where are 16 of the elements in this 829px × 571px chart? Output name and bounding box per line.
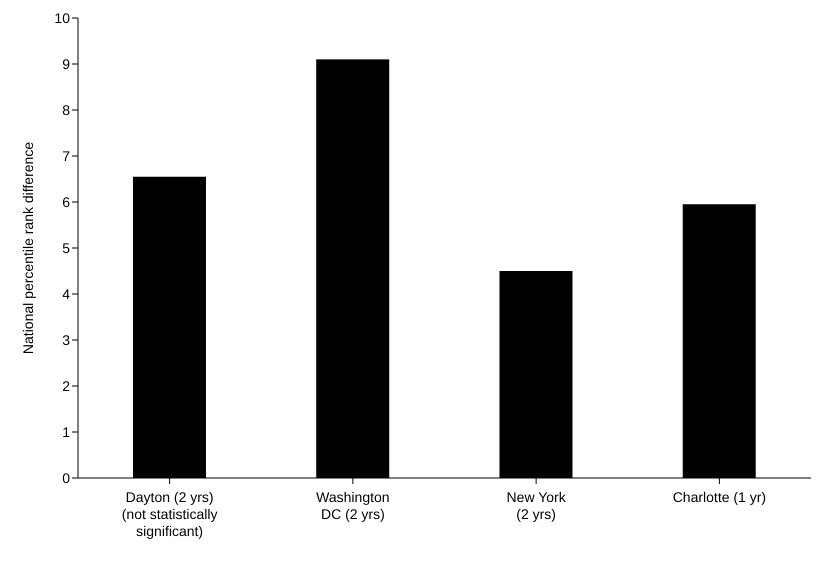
y-tick-label: 0 <box>62 470 70 486</box>
y-axis-title: National percentile rank difference <box>20 142 36 354</box>
y-tick-label: 4 <box>62 286 70 302</box>
x-tick-label: Washington DC (2 yrs) <box>316 489 390 522</box>
y-tick-label: 1 <box>62 424 70 440</box>
y-tick-label: 10 <box>54 10 70 26</box>
y-tick-label: 6 <box>62 194 70 210</box>
y-tick-label: 8 <box>62 102 70 118</box>
y-tick-label: 2 <box>62 378 70 394</box>
x-tick-label: Dayton (2 yrs) (not statistically significant) <box>122 489 218 539</box>
y-tick-label: 3 <box>62 332 70 348</box>
x-tick-label: Charlotte (1 yr) <box>672 489 766 505</box>
x-tick-label: New York (2 yrs) <box>506 489 567 522</box>
y-tick-label: 5 <box>62 240 70 256</box>
y-tick-label: 9 <box>62 56 70 72</box>
y-tick-label: 7 <box>62 148 70 164</box>
